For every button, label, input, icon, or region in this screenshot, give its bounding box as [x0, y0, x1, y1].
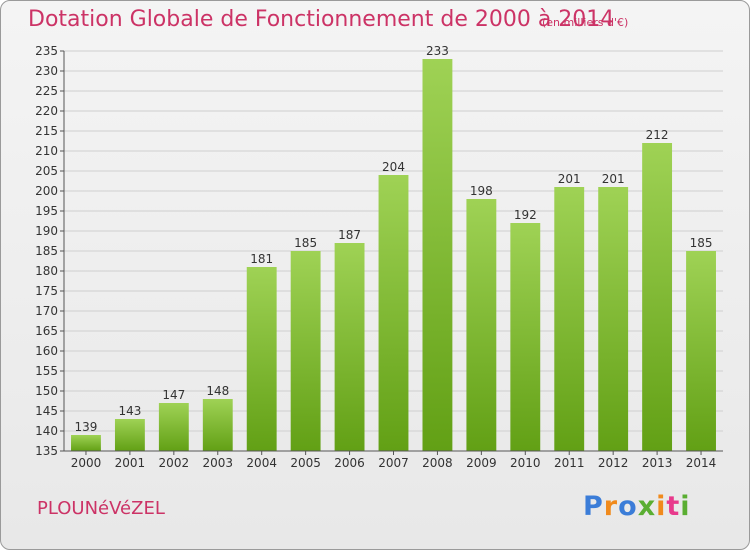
data-label-2010: 192 [514, 208, 537, 222]
data-label-2011: 201 [558, 172, 581, 186]
bar-2002 [158, 403, 189, 451]
x-tick-label-2003: 2003 [202, 456, 233, 470]
x-tick-label-2012: 2012 [598, 456, 629, 470]
data-label-2009: 198 [470, 184, 493, 198]
bar-2011 [554, 187, 585, 451]
x-tick-label-2010: 2010 [510, 456, 541, 470]
y-tick-label: 140 [35, 424, 58, 438]
y-tick-label: 190 [35, 224, 58, 238]
bar-2001 [114, 419, 145, 451]
logo-letter: r [603, 491, 619, 522]
data-label-2008: 233 [426, 44, 449, 58]
x-tick-label-2006: 2006 [334, 456, 365, 470]
x-tick-label-2002: 2002 [159, 456, 190, 470]
y-tick-label: 210 [35, 144, 58, 158]
y-tick-label: 180 [35, 264, 58, 278]
data-label-2013: 212 [646, 128, 669, 142]
x-tick-label-2001: 2001 [115, 456, 146, 470]
bar-2006 [334, 243, 365, 451]
bar-2010 [510, 223, 541, 451]
data-label-2007: 204 [382, 160, 405, 174]
chart-subtitle: (en milliers d'€) [542, 16, 629, 29]
proxiti-logo[interactable]: Proxiti [583, 491, 691, 522]
logo-letter: t [666, 491, 681, 522]
data-label-2012: 201 [602, 172, 625, 186]
x-tick-label-2000: 2000 [71, 456, 102, 470]
y-tick-label: 205 [35, 164, 58, 178]
bar-2013 [642, 143, 673, 451]
y-tick-label: 200 [35, 184, 58, 198]
y-tick-label: 170 [35, 304, 58, 318]
y-tick-label: 235 [35, 44, 58, 58]
y-tick-label: 145 [35, 404, 58, 418]
logo-letter: o [618, 491, 638, 522]
bar-2000 [71, 435, 101, 451]
y-tick-label: 185 [35, 244, 58, 258]
bar-2003 [202, 399, 233, 451]
axes: 135 140 145 150 155 160 165 170 175 180 185 190 195 2… [35, 44, 723, 470]
y-tick-label: 195 [35, 204, 58, 218]
y-tick-label: 165 [35, 324, 58, 338]
y-tick-label: 215 [35, 124, 58, 138]
data-label-2014: 185 [690, 236, 713, 250]
y-tick-label: 175 [35, 284, 58, 298]
x-tick-label-2011: 2011 [554, 456, 585, 470]
data-label-2001: 143 [118, 404, 141, 418]
data-label-2000: 139 [75, 420, 98, 434]
y-tick-label: 230 [35, 64, 58, 78]
y-tick-label: 160 [35, 344, 58, 358]
logo-letter: P [583, 491, 604, 522]
data-labels: 139 143 147 148 181 185 187 204 233 198 192 201 201 2… [75, 44, 713, 434]
x-tick-label-2004: 2004 [246, 456, 277, 470]
bar-2014 [686, 251, 716, 451]
x-tick-label-2013: 2013 [642, 456, 673, 470]
y-tick-label: 220 [35, 104, 58, 118]
logo-letter: i [680, 491, 691, 522]
x-tick-label-2007: 2007 [378, 456, 409, 470]
y-tick-label: 225 [35, 84, 58, 98]
commune-name: PLOUNéVéZEL [37, 498, 165, 519]
logo-letter: i [656, 491, 667, 522]
x-tick-label-2005: 2005 [290, 456, 321, 470]
bar-2008 [422, 59, 453, 451]
bar-2007 [378, 175, 409, 451]
data-label-2005: 185 [294, 236, 317, 250]
data-label-2003: 148 [206, 384, 229, 398]
y-tick-label: 155 [35, 364, 58, 378]
data-label-2006: 187 [338, 228, 361, 242]
chart-title: Dotation Globale de Fonctionnement de 20… [28, 7, 615, 32]
x-tick-label-2008: 2008 [422, 456, 453, 470]
y-tick-label: 135 [35, 444, 58, 458]
data-label-2002: 147 [162, 388, 185, 402]
bar-2012 [598, 187, 629, 451]
logo-letter: x [637, 491, 657, 522]
x-tick-label-2009: 2009 [466, 456, 497, 470]
bar-2009 [466, 199, 497, 451]
bar-2005 [290, 251, 321, 451]
y-tick-label: 150 [35, 384, 58, 398]
bars [71, 59, 716, 451]
bar-2004 [246, 267, 277, 451]
x-tick-label-2014: 2014 [686, 456, 717, 470]
data-label-2004: 181 [250, 252, 273, 266]
